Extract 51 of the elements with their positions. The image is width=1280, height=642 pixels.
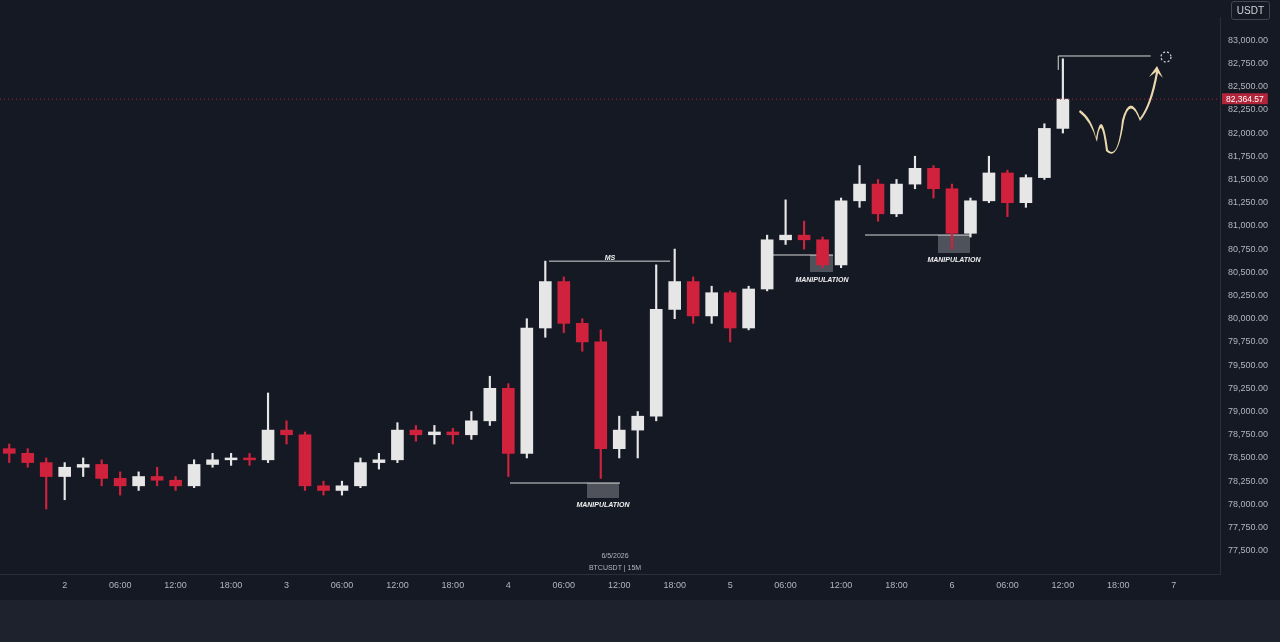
x-tick-label: 18:00 [441, 579, 465, 590]
candlestick [2, 443, 16, 463]
x-tick-label: 06:00 [108, 579, 132, 590]
x-tick-label: 7 [1171, 579, 1177, 590]
x-tick-label: 4 [505, 579, 511, 590]
y-tick-label: 83,000.00 [1228, 34, 1269, 45]
x-tick-label: 06:00 [774, 579, 797, 590]
y-tick-label: 78,750.00 [1228, 429, 1269, 440]
y-tick-label: 80,250.00 [1228, 289, 1269, 300]
x-tick-label: 18:00 [219, 579, 243, 590]
x-tick-label: 06:00 [996, 579, 1019, 590]
ref-line-label: 82,364.57 [1226, 93, 1265, 104]
y-tick-label: 79,500.00 [1228, 359, 1269, 370]
x-tick-label: 12:00 [1051, 579, 1075, 590]
candlestick [76, 457, 90, 477]
x-tick-label: 06:00 [330, 579, 354, 590]
y-tick-label: 80,500.00 [1228, 266, 1269, 277]
x-tick-label: 5 [727, 579, 733, 590]
x-tick-label: 12:00 [829, 579, 853, 590]
x-tick-label: 2 [62, 579, 68, 590]
x-tick-label: 06:00 [552, 579, 576, 590]
x-tick-label: 12:00 [164, 579, 187, 590]
y-tick-label: 77,750.00 [1228, 522, 1269, 533]
candlestick [317, 480, 330, 496]
y-tick-label: 81,250.00 [1228, 197, 1269, 208]
x-tick-label: 6 [949, 579, 955, 590]
y-tick-label: 79,000.00 [1228, 406, 1269, 417]
y-axis-title: USDT [1230, 1, 1270, 20]
y-tick-label: 81,500.00 [1228, 173, 1269, 184]
y-tick-label: 78,250.00 [1228, 475, 1269, 486]
x-tick-label: 12:00 [607, 579, 631, 590]
y-tick-label: 79,750.00 [1228, 336, 1269, 347]
candlestick [150, 466, 164, 487]
x-tick-label: 18:00 [1107, 579, 1130, 590]
y-tick-label: 81,000.00 [1228, 220, 1269, 231]
y-tick-label: 82,500.00 [1228, 81, 1269, 92]
y-tick-label: 82,250.00 [1228, 104, 1269, 115]
y-tick-label: 77,500.00 [1228, 545, 1269, 556]
y-tick-label: 82,000.00 [1228, 127, 1269, 138]
y-tick-label: 78,000.00 [1228, 498, 1269, 509]
y-tick-label: 79,250.00 [1228, 382, 1269, 393]
x-tick-label: 18:00 [885, 579, 908, 590]
y-tick-label: 78,500.00 [1228, 452, 1269, 463]
y-tick-label: 80,750.00 [1228, 243, 1269, 254]
y-tick-label: 82,750.00 [1228, 57, 1269, 68]
x-tick-label: 18:00 [663, 579, 686, 590]
y-tick-label: 81,750.00 [1228, 150, 1269, 161]
x-tick-label: 3 [284, 579, 290, 590]
candlestick [206, 452, 219, 468]
x-tick-label: 12:00 [386, 579, 409, 590]
y-tick-label: 80,000.00 [1228, 313, 1269, 324]
